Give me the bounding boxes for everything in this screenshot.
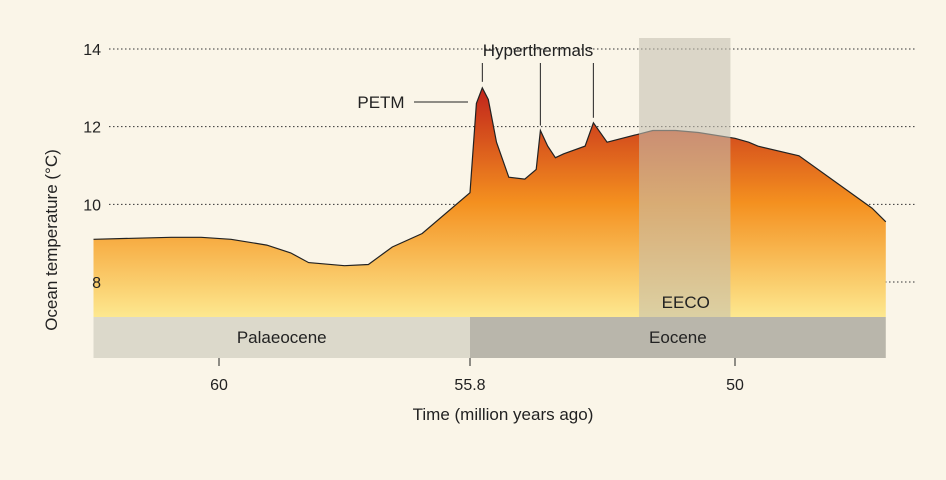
y-tick-label: 14 bbox=[83, 42, 101, 59]
era-bar: Palaeocene Eocene bbox=[93, 317, 886, 358]
y-axis-title: Ocean temperature (°C) bbox=[42, 149, 61, 331]
x-tick-label: 60 bbox=[210, 377, 228, 394]
x-tick-label: 55.8 bbox=[454, 377, 485, 394]
y-tick-label: 8 bbox=[92, 275, 101, 292]
temperature-area bbox=[93, 86, 887, 317]
y-tick-label: 10 bbox=[83, 197, 101, 214]
hyperthermals-label: Hyperthermals bbox=[483, 41, 594, 60]
era-eocene bbox=[470, 317, 886, 358]
era-label: Eocene bbox=[649, 328, 707, 347]
petm-label: PETM bbox=[357, 93, 404, 112]
y-tick-label: 12 bbox=[83, 120, 101, 137]
tick-labels: 14 12 10 8 60 55.8 50 bbox=[83, 42, 744, 394]
temperature-area-fill bbox=[93, 87, 886, 317]
era-palaeocene bbox=[93, 317, 470, 358]
eeco-band bbox=[639, 38, 731, 317]
era-label: Palaeocene bbox=[237, 328, 327, 347]
x-tick-label: 50 bbox=[726, 377, 744, 394]
annotations: PETM Hyperthermals EECO bbox=[357, 41, 709, 312]
eeco-label: EECO bbox=[662, 293, 710, 312]
x-axis-title: Time (million years ago) bbox=[413, 405, 594, 424]
